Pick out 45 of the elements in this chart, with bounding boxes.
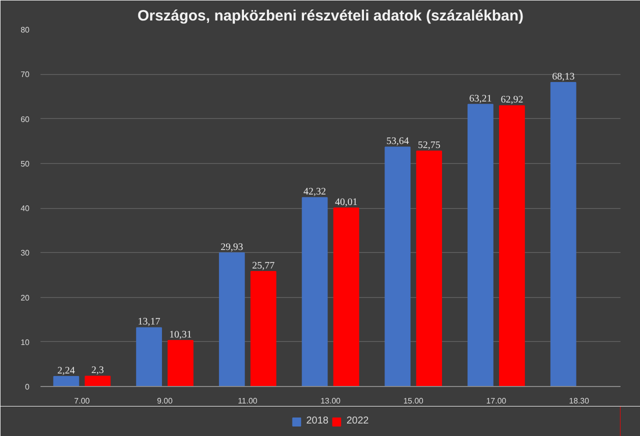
x-tick-label: 15.00 xyxy=(403,396,424,406)
bar xyxy=(468,104,494,386)
y-tick-label: 20 xyxy=(20,293,30,302)
data-label: 68,13 xyxy=(552,71,575,82)
y-tick-label: 50 xyxy=(20,159,30,168)
legend-label: 2018 xyxy=(306,416,328,426)
y-tick-label: 0 xyxy=(25,382,30,392)
y-tick-label: 70 xyxy=(20,70,30,80)
y-tick-label: 80 xyxy=(20,26,30,34)
bar xyxy=(84,376,111,386)
bar xyxy=(499,105,525,386)
bar xyxy=(333,207,360,386)
bar xyxy=(250,271,276,386)
data-label: 62,92 xyxy=(500,94,524,106)
bar xyxy=(416,150,442,386)
data-label: 2,24 xyxy=(57,366,75,377)
legend-label: 2022 xyxy=(346,416,369,426)
x-tick-label: 17.00 xyxy=(486,396,507,406)
x-tick-label: 13.00 xyxy=(320,396,342,406)
data-label: 52,75 xyxy=(418,140,440,152)
chart-title: Országos, napközbeni részvételi adatok (százalékban) xyxy=(138,8,524,24)
data-label: 42,32 xyxy=(304,186,326,198)
data-label: 2,3 xyxy=(91,365,104,376)
bar xyxy=(53,376,80,386)
bar xyxy=(168,340,194,386)
x-tick-label: 9.00 xyxy=(157,396,174,406)
data-label: 63,21 xyxy=(469,93,492,104)
data-label: 53,64 xyxy=(386,136,409,148)
data-label: 40,01 xyxy=(334,196,358,208)
data-label: 25,77 xyxy=(252,260,275,272)
bar xyxy=(384,146,411,386)
y-tick-label: 10 xyxy=(20,338,30,347)
data-label: 10,31 xyxy=(169,329,192,340)
y-tick-label: 30 xyxy=(20,248,30,258)
bar xyxy=(218,252,245,386)
data-label: 13,17 xyxy=(138,316,160,328)
bar xyxy=(136,327,162,386)
x-tick-label: 7.00 xyxy=(74,396,90,406)
x-tick-label: 11.00 xyxy=(238,396,258,406)
x-tick-label: 18.30 xyxy=(569,396,590,406)
y-tick-label: 60 xyxy=(20,114,30,124)
bar xyxy=(550,82,576,386)
bar xyxy=(302,197,328,386)
y-tick-label: 40 xyxy=(20,204,30,213)
data-label: 29,93 xyxy=(220,242,244,253)
